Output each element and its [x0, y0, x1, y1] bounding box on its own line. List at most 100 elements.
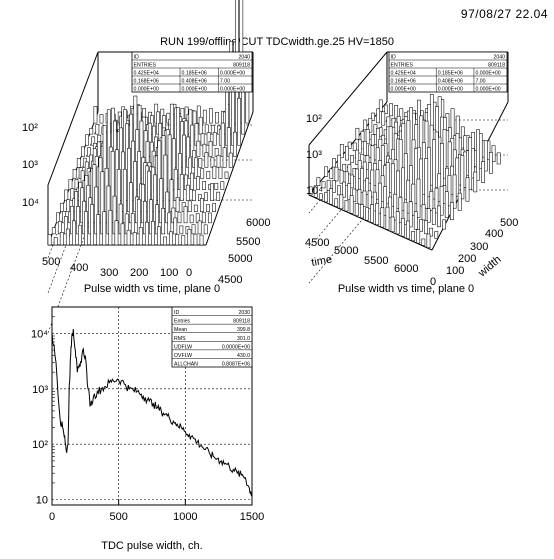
hist-y-tick-label: 10⁴ — [31, 328, 48, 340]
lego-right-lego-bar — [365, 178, 370, 196]
lego-left-lego-bar — [190, 172, 194, 190]
lego-right-lego-bar — [363, 119, 368, 131]
lego-left-lego-bar — [130, 213, 135, 235]
lego-right-lego-bar — [329, 168, 334, 179]
lego-left-lego-bar — [76, 206, 80, 235]
lego-left-x-tick-label: 200 — [130, 267, 148, 279]
lego-right-lego-bar — [460, 155, 465, 200]
lego-right-stats-cell: 2040 — [493, 55, 505, 61]
lego-right-lego-bar — [416, 229, 421, 244]
lego-left-y-tick-label: 4500 — [218, 274, 242, 286]
lego-left-x-tick-label: 500 — [42, 256, 60, 268]
lego-right-lego-bar — [370, 134, 375, 147]
lego-right-lego-bar — [331, 180, 336, 193]
lego-right-stats-box — [388, 51, 508, 93]
lego-left-lego-bar — [216, 191, 221, 201]
lego-left-lego-bar — [212, 203, 216, 213]
lego-right-lego-bar — [465, 177, 470, 202]
lego-right-lego-bar — [476, 129, 480, 181]
lego-right-lego-bar — [376, 108, 380, 124]
lego-right-lego-bar — [347, 141, 352, 149]
lego-left-lego-bar — [99, 114, 104, 124]
hist-stats-label: UDFLW — [174, 344, 192, 350]
lego-right-lego-bar — [389, 103, 393, 117]
lego-left-x-tick-label: 0 — [186, 267, 192, 279]
lego-right-lego-bar — [365, 129, 370, 145]
lego-left-stats-cell: 0.000E+00 — [134, 87, 159, 93]
lego-right-lego-bar — [357, 189, 362, 205]
lego-left-lego-bar — [193, 204, 198, 213]
lego-right-lego-bar — [372, 191, 377, 212]
lego-right-lego-bar — [349, 174, 354, 189]
lego-left-lego-bar — [197, 220, 202, 235]
lego-left-x-tick-label: 300 — [100, 267, 118, 279]
lego-left-lego-bar — [177, 153, 182, 190]
hist-stats-label: ALLCHAN — [174, 362, 198, 368]
lego-left-lego-bar — [161, 208, 166, 235]
lego-right-stats-cell: 0.425E+04 — [391, 71, 416, 77]
lego-right-lego-bar — [403, 201, 408, 225]
lego-left-lego-bar — [204, 152, 209, 168]
lego-left-lego-bar — [116, 169, 121, 224]
lego-left-lego-bar — [207, 212, 212, 224]
lego-left-lego-bar — [171, 207, 176, 224]
lego-right-lego-bar — [408, 201, 413, 228]
lego-left-lego-bar — [139, 120, 144, 179]
lego-right-lego-bar — [355, 149, 360, 165]
lego-left-lego-bar — [216, 154, 221, 168]
lego-right-x-tick-label: 5500 — [364, 255, 388, 267]
lego-right-lego-bar — [363, 140, 367, 156]
lego-left-lego-bar — [191, 224, 196, 235]
lego-left-stats-cell: 0.000E+00 — [220, 87, 245, 93]
lego-right-lego-bar — [444, 191, 449, 218]
lego-left-lego-bar — [165, 191, 170, 224]
lego-right-lego-bar — [434, 187, 439, 214]
lego-right-stats-cell: 809118 — [488, 63, 505, 69]
lego-right-lego-bar — [434, 231, 439, 239]
lego-left-lego-bar — [184, 174, 188, 190]
lego-left-lego-bar — [210, 125, 215, 135]
lego-right-lego-bar — [395, 211, 400, 235]
lego-right-lego-bar — [414, 148, 418, 205]
lego-left-lego-bar — [95, 124, 100, 135]
lego-right-lego-bar — [337, 154, 341, 170]
lego-left-lego-bar — [120, 223, 125, 246]
hist-stats-label: ID — [174, 310, 179, 316]
lego-left-lego-bar — [226, 127, 231, 157]
lego-left-lego-bar — [78, 224, 82, 246]
hist-stats-value: 0.0000E+00 — [222, 344, 250, 350]
lego-right-lego-bar — [411, 231, 415, 242]
lego-left-lego-bar — [202, 109, 207, 124]
lego-left-lego-bar — [163, 236, 167, 246]
lego-right-lego-bar — [429, 227, 434, 237]
lego-left-lego-bar — [70, 205, 74, 235]
lego-right-lego-bar — [344, 171, 349, 186]
lego-right-lego-bar — [318, 193, 323, 200]
lego-left-lego-bar — [167, 212, 172, 235]
lego-right-caption: Pulse width vs time, plane 0 — [338, 283, 474, 295]
lego-right-lego-bar — [345, 145, 349, 161]
lego-right-lego-bar — [390, 163, 395, 207]
lego-right-lego-bar — [383, 186, 387, 216]
page-title: RUN 199/offline/CUT TDCwidth.ge.25 HV=18… — [160, 36, 394, 48]
lego-right-lego-bar — [386, 116, 391, 128]
lego-right-x-tick-label: 4500 — [305, 237, 329, 249]
hist-stats-label: Entries — [174, 319, 191, 325]
lego-left-lego-bar — [159, 178, 164, 224]
lego-right-lego-bar — [344, 200, 349, 212]
lego-right-lego-bar — [370, 204, 374, 223]
lego-left-lego-bar — [157, 140, 162, 213]
lego-left-lego-bar — [124, 213, 129, 235]
lego-right-lego-bar — [334, 166, 339, 182]
lego-left-lego-bar — [93, 106, 98, 124]
lego-left-lego-bar — [181, 235, 186, 246]
lego-left-lego-bar — [228, 152, 233, 168]
lego-left-lego-bar — [194, 157, 199, 179]
lego-left-lego-bar — [91, 136, 96, 146]
lego-right-lego-bar — [378, 182, 382, 214]
lego-right-lego-bar — [411, 183, 416, 216]
lego-left-lego-bar — [128, 182, 133, 224]
lego-left-lego-bar — [193, 233, 198, 246]
lego-left-x-tick-label: 100 — [160, 267, 178, 279]
lego-left-lego-bar — [196, 105, 201, 124]
